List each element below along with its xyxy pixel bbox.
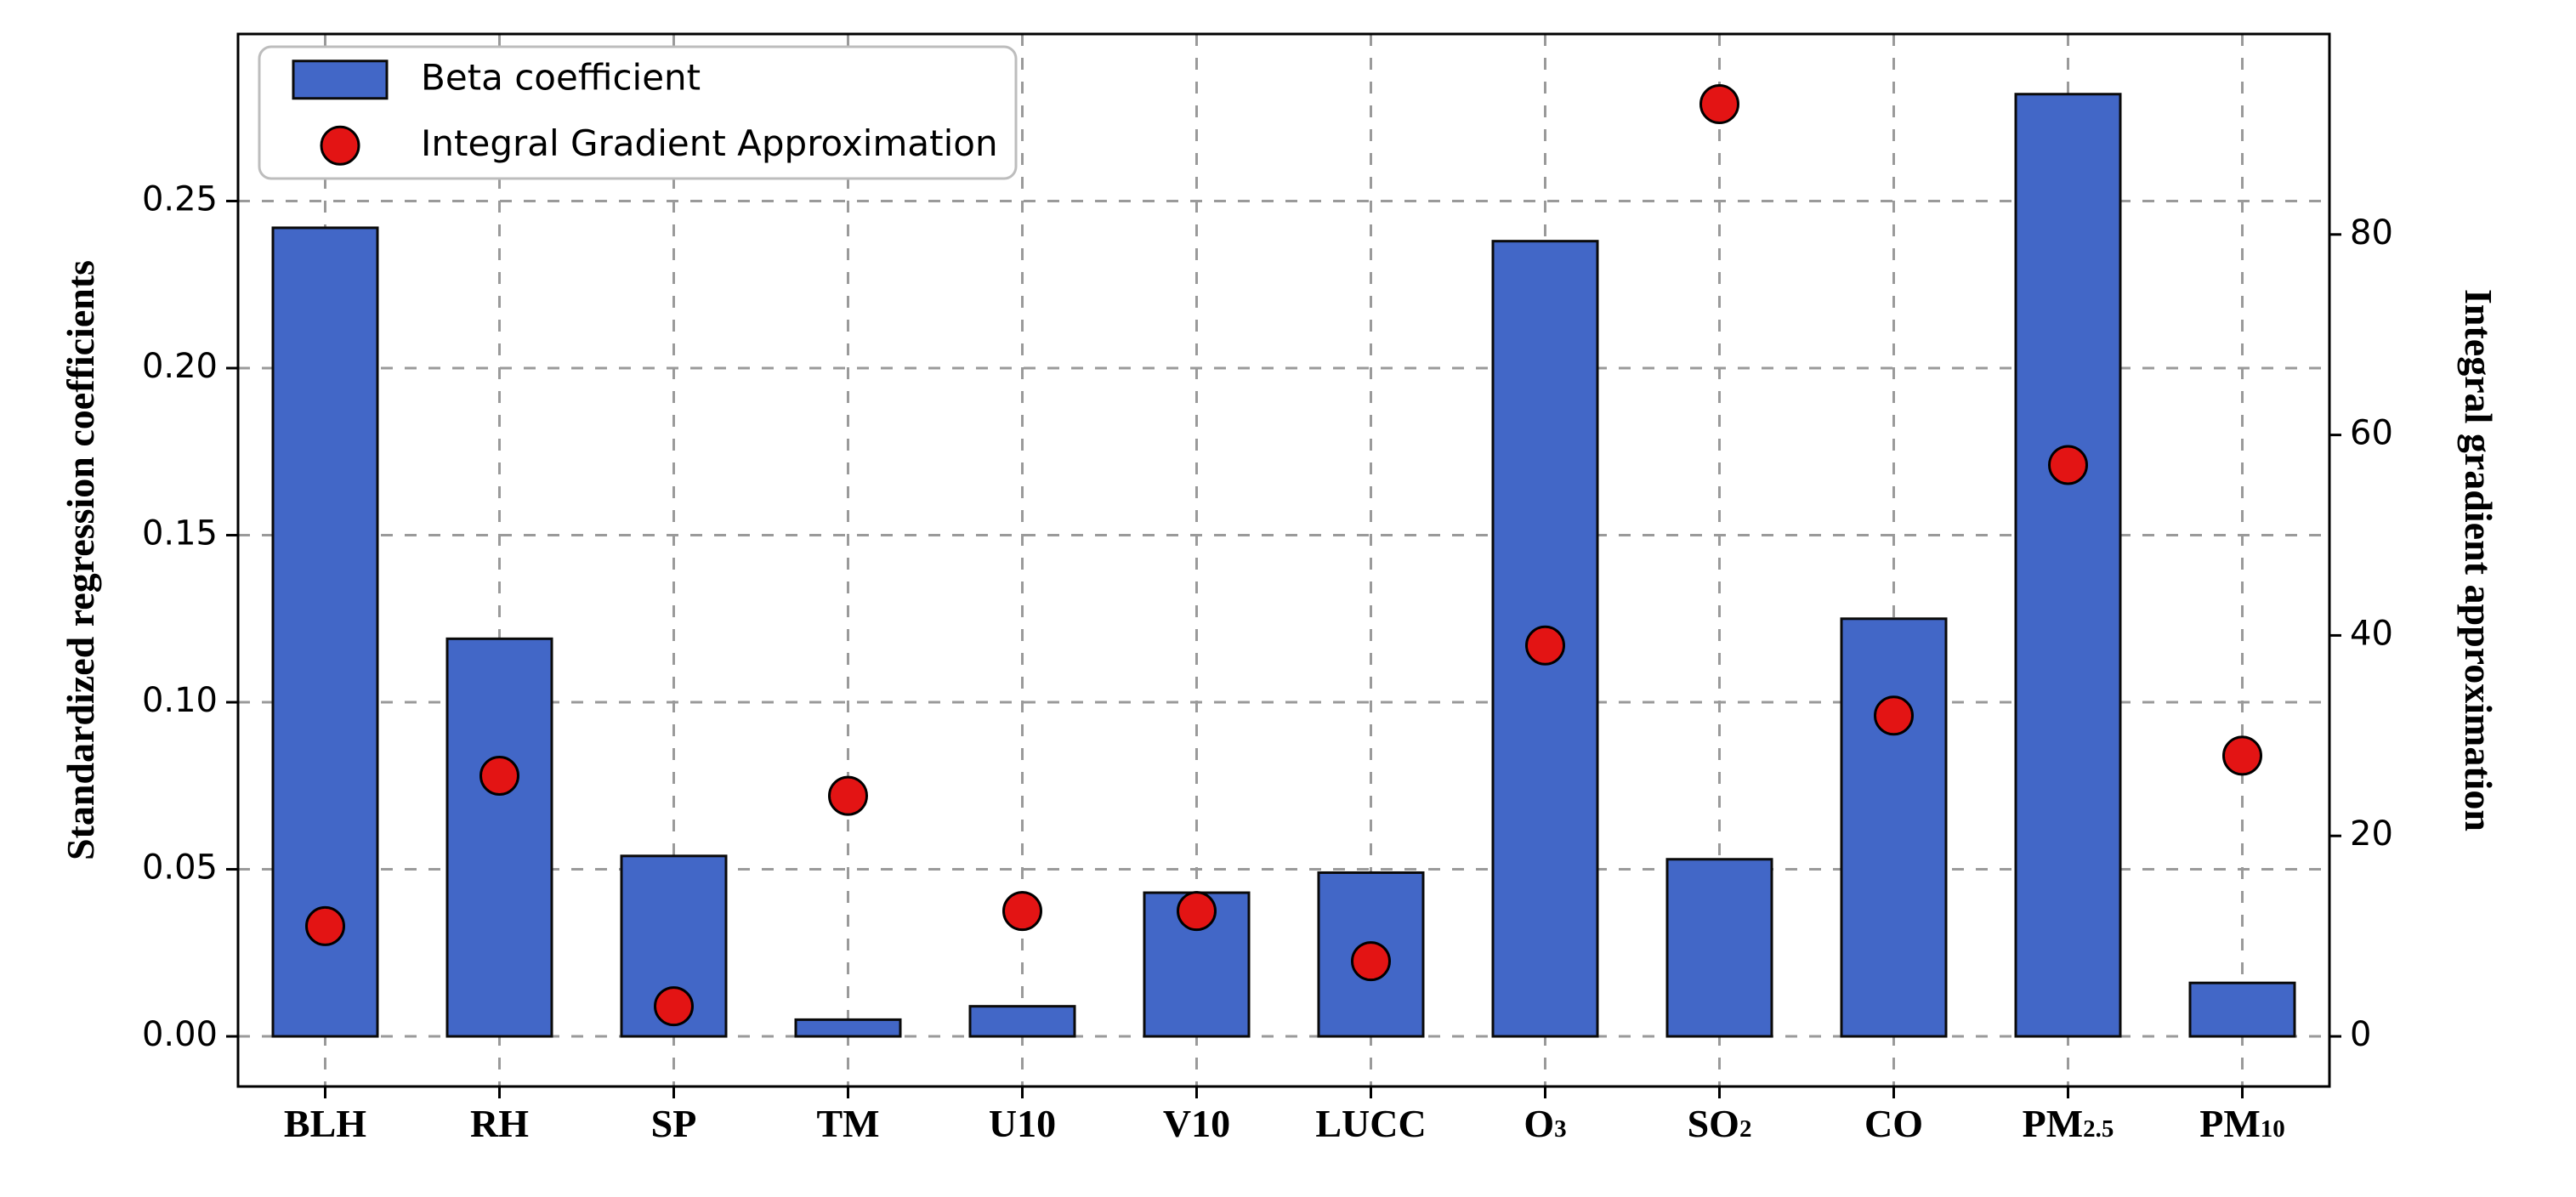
chart-container: 0.00 0.05 0.10 0.15 0.20 0.25 0 20 40 60 80 BLH RH SP… [0, 0, 2576, 1197]
legend-bar-swatch [293, 61, 387, 99]
x-tick-label: RH [470, 1102, 529, 1145]
y-left-tick-label: 0.10 [142, 681, 218, 720]
bar [796, 1019, 900, 1036]
marker-point [1004, 893, 1041, 930]
marker-point [1875, 697, 1913, 735]
y-right-tick-label: 20 [2350, 814, 2393, 854]
marker-point [1353, 943, 1390, 980]
bar [970, 1007, 1075, 1036]
marker-point [1527, 627, 1564, 664]
y-left-tick-label: 0.20 [142, 347, 218, 386]
y-right-tick-label: 60 [2350, 414, 2393, 453]
marker-point [481, 757, 519, 794]
legend: Beta coefficient Integral Gradient Approx… [259, 47, 1016, 179]
marker-point [2050, 446, 2087, 484]
y-right-tick-label: 80 [2350, 213, 2393, 252]
marker-point [830, 777, 867, 814]
x-tick-label: TM [816, 1102, 879, 1145]
y-right-axis-label: Integral gradient approximation [2457, 289, 2500, 831]
y-left-tick-label: 0.15 [142, 514, 218, 553]
dual-axis-bar-scatter-chart: 0.00 0.05 0.10 0.15 0.20 0.25 0 20 40 60 80 BLH RH SP… [0, 0, 2576, 1197]
x-tick-label: CO [1864, 1102, 1923, 1145]
y-left-tick-label: 0.00 [142, 1015, 218, 1054]
marker-point [307, 907, 344, 945]
bar [1667, 859, 1772, 1036]
legend-item-label: Integral Gradient Approximation [421, 122, 998, 164]
x-tick-label: V10 [1163, 1102, 1230, 1145]
marker-point [1701, 86, 1739, 123]
legend-item-label: Beta coefficient [421, 56, 701, 98]
y-left-tick-label: 0.05 [142, 848, 218, 888]
y-right-tick-label: 40 [2350, 614, 2393, 653]
y-right-tick-label: 0 [2350, 1015, 2371, 1054]
y-left-axis-label: Standardized regression coefficients [59, 260, 102, 860]
legend-marker-swatch [321, 127, 359, 164]
marker-point [1178, 893, 1216, 930]
marker-point [2224, 737, 2261, 774]
bar [2190, 983, 2295, 1036]
x-tick-label: BLH [284, 1102, 366, 1145]
bar [447, 638, 552, 1036]
x-tick-label: LUCC [1315, 1102, 1426, 1145]
x-tick-label: SP [651, 1102, 697, 1145]
marker-point [655, 988, 693, 1025]
y-left-tick-label: 0.25 [142, 180, 218, 219]
x-tick-label: U10 [989, 1102, 1056, 1145]
bar [2016, 94, 2120, 1036]
bar [1841, 619, 1946, 1036]
